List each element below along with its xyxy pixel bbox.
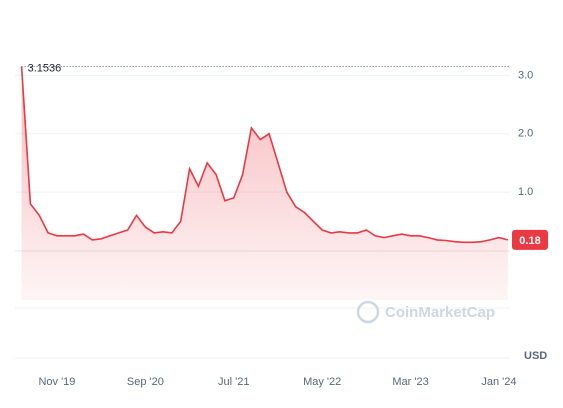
x-tick-label: Mar '23	[392, 376, 428, 388]
x-tick-label: Jan '24	[481, 376, 516, 388]
current-tag	[512, 229, 548, 250]
price-line	[20, 66, 509, 244]
y-tick-label: 1.0	[518, 186, 533, 198]
x-tick-label: Jul '21	[218, 376, 249, 388]
y-tick-label: 2.0	[518, 128, 533, 140]
y-tick-label: 3.0	[518, 69, 533, 81]
area-fill	[21, 66, 508, 300]
watermark: CoinMarketCap	[356, 300, 495, 324]
watermark-text: CoinMarketCap	[385, 304, 495, 321]
currency-label: USD	[524, 350, 547, 362]
x-tick-label: Sep '20	[127, 376, 164, 388]
max-label: 3.1536	[28, 62, 62, 74]
x-tick-label: Nov '19	[38, 376, 75, 388]
current-label: 0.18	[519, 235, 540, 247]
x-tick-label: May '22	[303, 376, 341, 388]
